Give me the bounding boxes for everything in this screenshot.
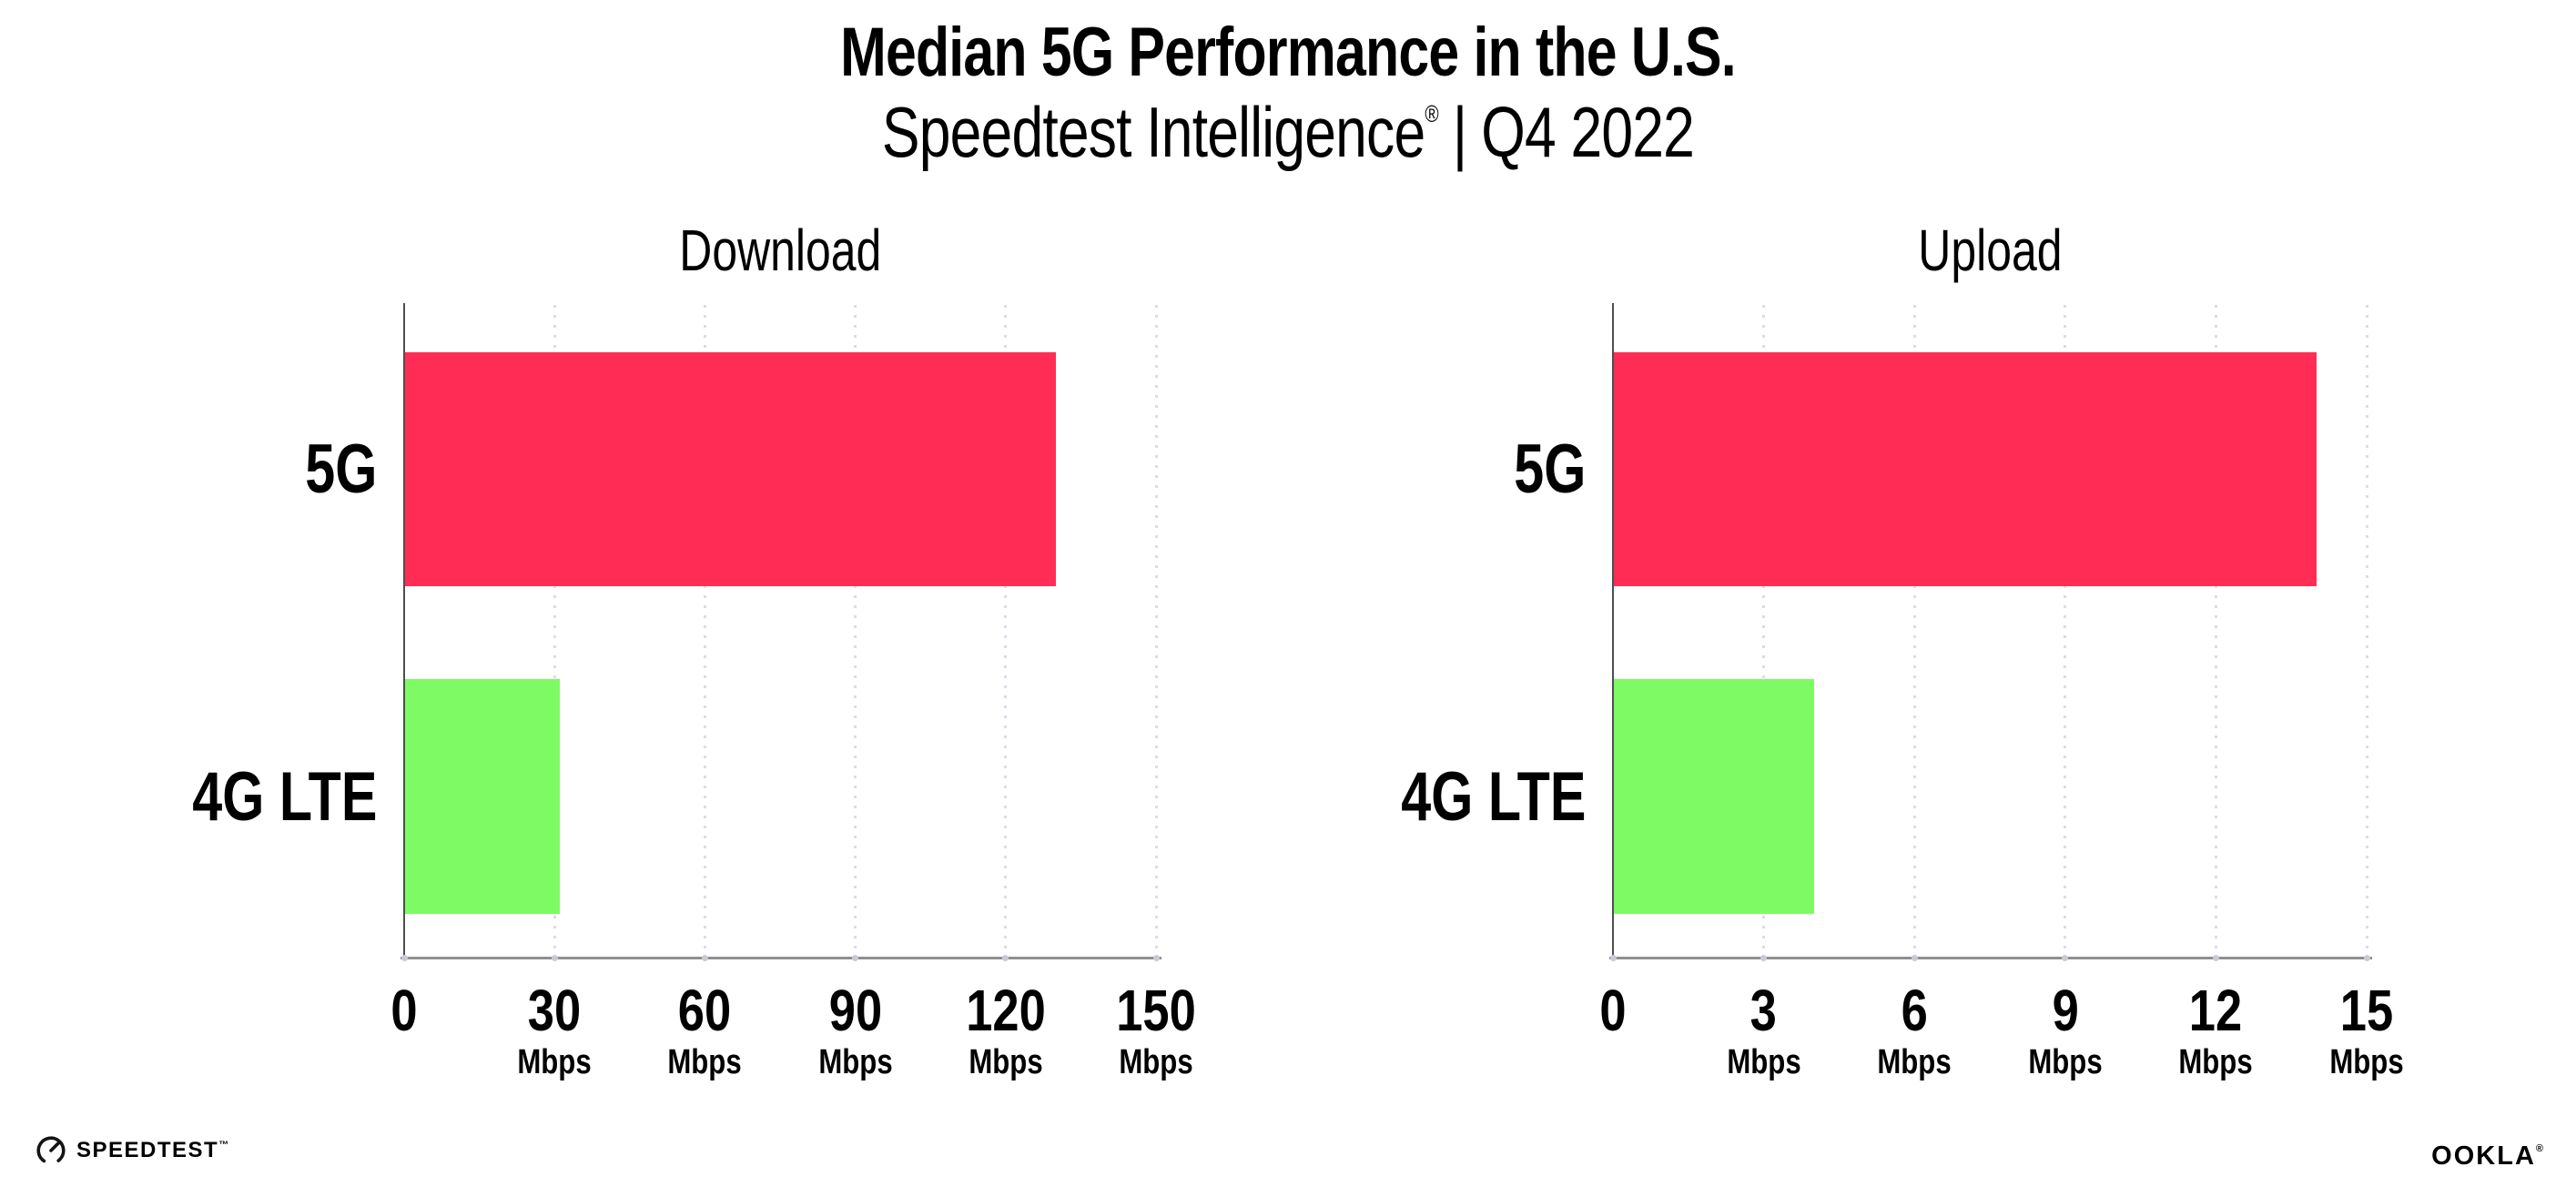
bar-5g (404, 352, 1056, 586)
y-axis-line (1612, 303, 1614, 958)
gridline-3 (1762, 305, 1766, 958)
axis-tick-dot (2363, 955, 2370, 961)
x-tick-unit: Mbps (667, 1043, 743, 1081)
axis-tick-dot (852, 955, 859, 961)
axis-tick-dot (1911, 955, 1918, 961)
x-tick-label: 3 Mbps (1719, 981, 1809, 1083)
category-label-text: 4G LTE (191, 757, 377, 836)
category-label-4g-lte: 4G LTE (1212, 679, 1586, 914)
x-tick-label: 90 Mbps (810, 981, 900, 1083)
download-plot-area: 0 30 Mbps 60 Mbps 90 Mbps 120 Mbps 150 Mbps 5G 4G LT… (192, 303, 1196, 1081)
axis-tick-dot (401, 955, 408, 961)
speedtest-logo: SPEEDTEST™ (35, 1134, 230, 1167)
x-tick-label: 12 Mbps (2171, 981, 2261, 1083)
x-tick-unit: Mbps (969, 1043, 1043, 1081)
bar-5g (1613, 352, 2317, 586)
x-tick-value: 60 (678, 978, 732, 1043)
page-title: Median 5G Performance in the U.S. (840, 14, 1737, 91)
ookla-wordmark: OOKLA® (2431, 1141, 2545, 1171)
gridline-12 (2214, 305, 2217, 958)
x-tick-label: 0 (388, 981, 421, 1040)
category-label-text: 4G LTE (1400, 757, 1586, 836)
axis-tick-dot (1002, 955, 1009, 961)
x-tick-value: 30 (528, 978, 582, 1043)
axis-tick-dot (2062, 955, 2069, 961)
x-tick-unit: Mbps (2329, 1043, 2404, 1081)
category-label-4g-lte: 4G LTE (4, 679, 377, 914)
x-tick-label: 150 Mbps (1108, 981, 1205, 1083)
x-tick-label: 0 (1597, 981, 1629, 1040)
x-tick-value: 0 (390, 978, 418, 1043)
upload-chart-title: Upload (1917, 218, 2063, 283)
axis-tick-dot (1152, 955, 1160, 961)
axis-tick-dot (1760, 955, 1768, 961)
x-tick-label: 15 Mbps (2321, 981, 2411, 1083)
x-tick-value: 150 (1116, 978, 1196, 1043)
x-axis-line (1609, 957, 2372, 959)
x-tick-value: 6 (1901, 978, 1928, 1043)
category-label-5g: 5G (4, 352, 377, 586)
axis-tick-dot (1609, 955, 1617, 961)
gridline-120 (1004, 305, 1008, 958)
subtitle-separator: | (1452, 92, 1467, 172)
speedtest-gauge-icon (36, 1136, 66, 1165)
y-axis-line (403, 303, 405, 958)
category-label-text: 5G (1513, 431, 1586, 508)
x-tick-value: 12 (2189, 978, 2243, 1043)
gridline-30 (553, 305, 556, 958)
gridline-90 (854, 305, 857, 958)
x-tick-unit: Mbps (1119, 1043, 1193, 1081)
x-tick-unit: Mbps (817, 1043, 893, 1081)
subtitle-brand: Speedtest Intelligence (881, 92, 1425, 172)
x-tick-value: 9 (2052, 978, 2079, 1043)
x-tick-unit: Mbps (2178, 1043, 2254, 1081)
x-tick-label: 60 Mbps (660, 981, 750, 1083)
axis-tick-dot (2212, 955, 2219, 961)
x-tick-value: 3 (1750, 978, 1778, 1043)
x-tick-label: 120 Mbps (957, 981, 1054, 1083)
x-tick-value: 0 (1599, 978, 1627, 1043)
download-chart-title: Download (678, 218, 882, 283)
axis-tick-dot (551, 955, 558, 961)
page-subtitle: Speedtest Intelligence® | Q4 2022 (881, 91, 1695, 174)
x-tick-label: 6 Mbps (1870, 981, 1960, 1083)
speedtest-wordmark: SPEEDTEST™ (76, 1138, 230, 1162)
x-tick-unit: Mbps (1877, 1043, 1952, 1081)
subtitle-period: Q4 2022 (1481, 92, 1695, 172)
registered-mark: ® (1425, 100, 1438, 127)
category-label-text: 5G (304, 431, 377, 508)
x-tick-value: 15 (2339, 978, 2394, 1043)
gridline-9 (2064, 305, 2067, 958)
gridline-150 (1154, 305, 1158, 958)
x-tick-value: 90 (828, 978, 882, 1043)
ookla-logo: OOKLA® (2431, 1141, 2545, 1172)
bar-4g-lte (1613, 679, 1814, 914)
x-tick-unit: Mbps (2028, 1043, 2103, 1081)
x-tick-unit: Mbps (517, 1043, 592, 1081)
gridline-15 (2365, 305, 2368, 958)
x-tick-label: 9 Mbps (2020, 981, 2110, 1083)
bar-4g-lte (404, 679, 560, 914)
ookla-registered-symbol: ® (2535, 1143, 2545, 1154)
x-tick-unit: Mbps (1726, 1043, 1801, 1081)
gridline-60 (703, 305, 706, 958)
trademark-symbol: ™ (218, 1140, 230, 1151)
upload-plot-area: 0 3 Mbps 6 Mbps 9 Mbps 12 Mbps 15 Mbps 5G 4G LTE (1401, 303, 2404, 1081)
x-tick-label: 30 Mbps (510, 981, 600, 1083)
axis-tick-dot (701, 955, 708, 961)
x-tick-value: 120 (966, 978, 1046, 1043)
category-label-5g: 5G (1212, 352, 1586, 586)
gridline-6 (1912, 305, 1916, 958)
x-axis-line (401, 957, 1161, 959)
